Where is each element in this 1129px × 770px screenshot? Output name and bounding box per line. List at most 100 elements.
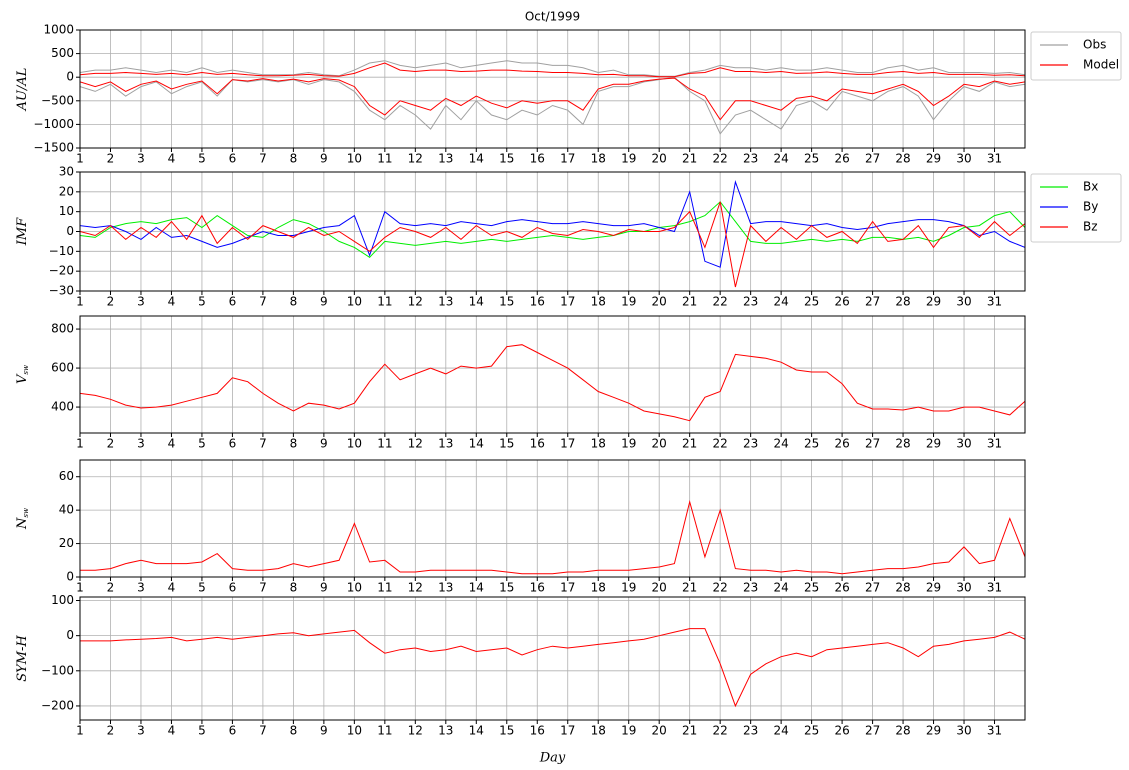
x-tick-label: 20 (652, 152, 667, 166)
x-tick-label: 27 (865, 295, 880, 309)
x-tick-label: 6 (229, 295, 237, 309)
x-tick-label: 25 (804, 295, 819, 309)
x-tick-label: 1 (76, 581, 84, 595)
y-tick-label: 800 (51, 322, 74, 336)
x-tick-label: 21 (682, 724, 697, 738)
x-tick-label: 22 (713, 724, 728, 738)
y-tick-label: 20 (59, 536, 74, 550)
y-tick-label: 600 (51, 361, 74, 375)
x-tick-label: 19 (621, 152, 636, 166)
x-tick-label: 22 (713, 437, 728, 451)
y-axis-label: IMF (15, 217, 30, 246)
y-tick-label: 0 (66, 570, 74, 584)
y-axis-label-sub: sw (22, 365, 30, 375)
x-tick-label: 8 (290, 295, 298, 309)
x-tick-label: 15 (499, 581, 514, 595)
series-line (80, 201, 1025, 288)
x-tick-label: 28 (895, 152, 910, 166)
x-tick-label: 19 (621, 437, 636, 451)
y-tick-label: 20 (59, 184, 74, 198)
x-tick-label: 20 (652, 581, 667, 595)
y-tick-label: 0 (66, 628, 74, 642)
x-tick-label: 12 (408, 295, 423, 309)
legend-label: Bz (1083, 220, 1098, 234)
x-tick-label: 9 (320, 152, 328, 166)
legend-label: Bx (1083, 180, 1098, 194)
x-tick-label: 5 (198, 581, 206, 595)
x-tick-label: 16 (530, 295, 545, 309)
x-tick-label: 12 (408, 152, 423, 166)
x-tick-label: 13 (438, 581, 453, 595)
x-tick-label: 19 (621, 581, 636, 595)
series-line (80, 179, 1025, 268)
y-axis-label-main: IMF (15, 217, 30, 246)
y-tick-label: 500 (51, 46, 74, 60)
x-tick-label: 25 (804, 724, 819, 738)
x-tick-label: 23 (743, 724, 758, 738)
x-tick-label: 7 (259, 295, 267, 309)
chart-title: Oct/1999 (525, 10, 580, 24)
x-tick-label: 21 (682, 152, 697, 166)
y-tick-label: 10 (59, 204, 74, 218)
y-axis-label-sub: sw (22, 508, 30, 518)
x-tick-label: 3 (137, 724, 145, 738)
x-tick-label: 21 (682, 295, 697, 309)
axes-frame (79, 29, 1026, 149)
series-line (80, 344, 1025, 422)
y-axis-label-main: V (15, 373, 30, 384)
x-tick-label: 9 (320, 724, 328, 738)
y-tick-label: 30 (59, 165, 74, 179)
x-tick-label: 4 (168, 295, 176, 309)
x-tick-label: 11 (377, 581, 392, 595)
x-tick-label: 28 (895, 437, 910, 451)
y-axis-label-main: AU/AL (15, 68, 30, 112)
y-tick-label: 40 (59, 503, 74, 517)
x-tick-label: 23 (743, 581, 758, 595)
x-tick-label: 1 (76, 152, 84, 166)
x-tick-label: 20 (652, 724, 667, 738)
x-tick-label: 4 (168, 581, 176, 595)
y-axis-label: Vsw (15, 365, 31, 384)
x-tick-label: 27 (865, 581, 880, 595)
x-tick-label: 17 (560, 295, 575, 309)
x-tick-label: 15 (499, 724, 514, 738)
legend-label: Obs (1083, 38, 1106, 52)
x-tick-label: 1 (76, 724, 84, 738)
x-tick-label: 29 (926, 581, 941, 595)
x-axis-label: Day (539, 751, 566, 766)
y-tick-label: −10 (49, 244, 74, 258)
y-tick-label: 400 (51, 400, 74, 414)
x-tick-label: 23 (743, 152, 758, 166)
x-tick-label: 8 (290, 724, 298, 738)
x-tick-label: 17 (560, 152, 575, 166)
x-tick-label: 24 (773, 437, 788, 451)
x-tick-label: 27 (865, 152, 880, 166)
x-tick-label: 2 (107, 581, 115, 595)
x-tick-label: 24 (773, 295, 788, 309)
x-tick-label: 11 (377, 724, 392, 738)
x-tick-label: 15 (499, 437, 514, 451)
x-tick-label: 5 (198, 295, 206, 309)
axes-frame (79, 596, 1026, 721)
x-tick-label: 13 (438, 295, 453, 309)
x-tick-label: 29 (926, 724, 941, 738)
x-tick-label: 30 (956, 152, 971, 166)
x-tick-label: 27 (865, 724, 880, 738)
y-tick-label: 0 (66, 70, 74, 84)
series-line (80, 628, 1025, 708)
x-tick-label: 10 (347, 152, 362, 166)
x-tick-label: 18 (591, 581, 606, 595)
y-tick-label: 1000 (43, 23, 74, 37)
x-tick-label: 28 (895, 295, 910, 309)
x-tick-label: 11 (377, 152, 392, 166)
legend-label: Model (1083, 58, 1119, 72)
x-tick-label: 16 (530, 724, 545, 738)
x-tick-label: 26 (834, 295, 849, 309)
x-tick-label: 7 (259, 724, 267, 738)
x-tick-label: 22 (713, 295, 728, 309)
x-tick-label: 15 (499, 152, 514, 166)
x-tick-label: 20 (652, 437, 667, 451)
legend-box (1030, 173, 1122, 243)
x-tick-label: 4 (168, 724, 176, 738)
x-tick-label: 18 (591, 152, 606, 166)
